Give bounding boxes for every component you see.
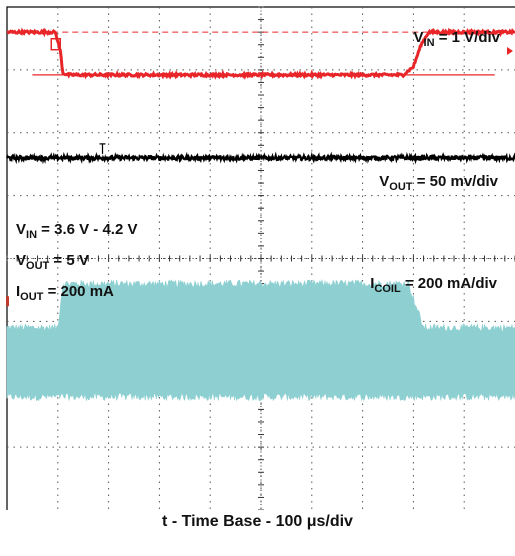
vin-level-marker <box>507 47 513 56</box>
icoil-level-marker <box>6 296 9 307</box>
icoil-band <box>6 278 515 402</box>
icoil-trace <box>6 278 515 402</box>
oscilloscope-plot: VIN = 1 V/div VOUT = 50 mv/div ICOIL = 2… <box>5 6 515 510</box>
vout-trace <box>5 151 515 165</box>
vout-line <box>5 151 515 165</box>
vin-line <box>6 27 515 80</box>
vin-trace <box>6 27 515 80</box>
vout-scale-label: VOUT = 50 mv/div <box>379 173 498 193</box>
condition-vin: VIN = 3.6 V - 4.2 V <box>16 221 138 241</box>
channel-markers <box>6 37 513 307</box>
icoil-scale-label: ICOIL = 200 mA/div <box>370 275 497 295</box>
vin-trigger-marker <box>50 37 62 51</box>
condition-iout: IOUT = 200 mA <box>16 283 114 303</box>
x-axis-label: t - Time Base - 100 μs/div <box>162 513 353 530</box>
vin-scale-label: VIN = 1 V/div <box>414 29 501 49</box>
condition-vout: VOUT = 5 V <box>16 252 89 272</box>
